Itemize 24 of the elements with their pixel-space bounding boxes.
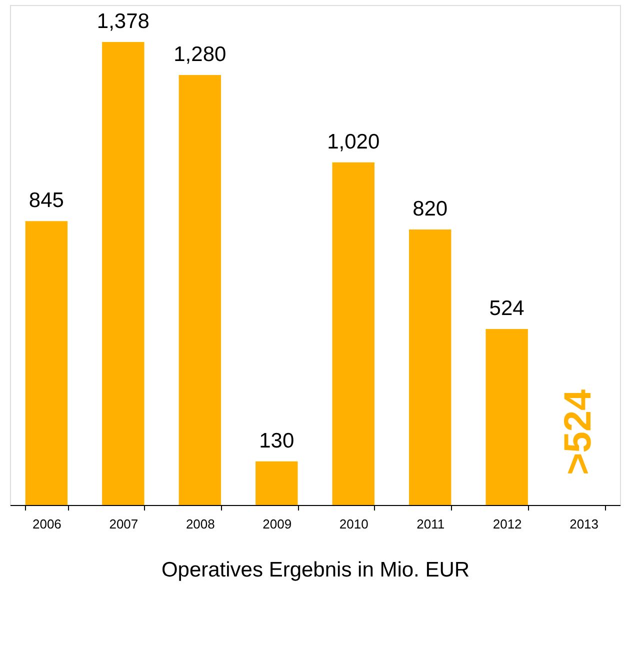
x-tick-label: 2006 bbox=[32, 516, 62, 532]
x-tick-label: 2013 bbox=[570, 516, 599, 532]
data-label: 1,378 bbox=[96, 10, 150, 34]
bar bbox=[102, 42, 144, 505]
data-label: 820 bbox=[412, 198, 448, 221]
bar bbox=[486, 328, 528, 505]
x-tick-label: 2007 bbox=[109, 516, 138, 532]
data-label: 1,280 bbox=[174, 42, 226, 66]
x-axis-title: Operatives Ergebnis in Mio. EUR bbox=[161, 558, 470, 582]
data-label: 130 bbox=[259, 429, 294, 452]
bar bbox=[178, 74, 222, 505]
bar bbox=[408, 230, 452, 505]
data-label: 845 bbox=[28, 189, 64, 212]
data-label: 524 bbox=[489, 296, 525, 320]
x-tick-label: 2012 bbox=[492, 516, 522, 532]
x-tick-label: 2011 bbox=[416, 516, 445, 532]
bar bbox=[25, 221, 68, 505]
bar bbox=[256, 461, 298, 505]
x-tick-label: 2008 bbox=[186, 516, 215, 532]
annotation: >524 bbox=[558, 389, 600, 475]
bar bbox=[332, 162, 374, 505]
x-tick-label: 2010 bbox=[339, 516, 368, 532]
x-tick-label: 2009 bbox=[262, 516, 292, 532]
data-label: 1,020 bbox=[327, 130, 380, 154]
